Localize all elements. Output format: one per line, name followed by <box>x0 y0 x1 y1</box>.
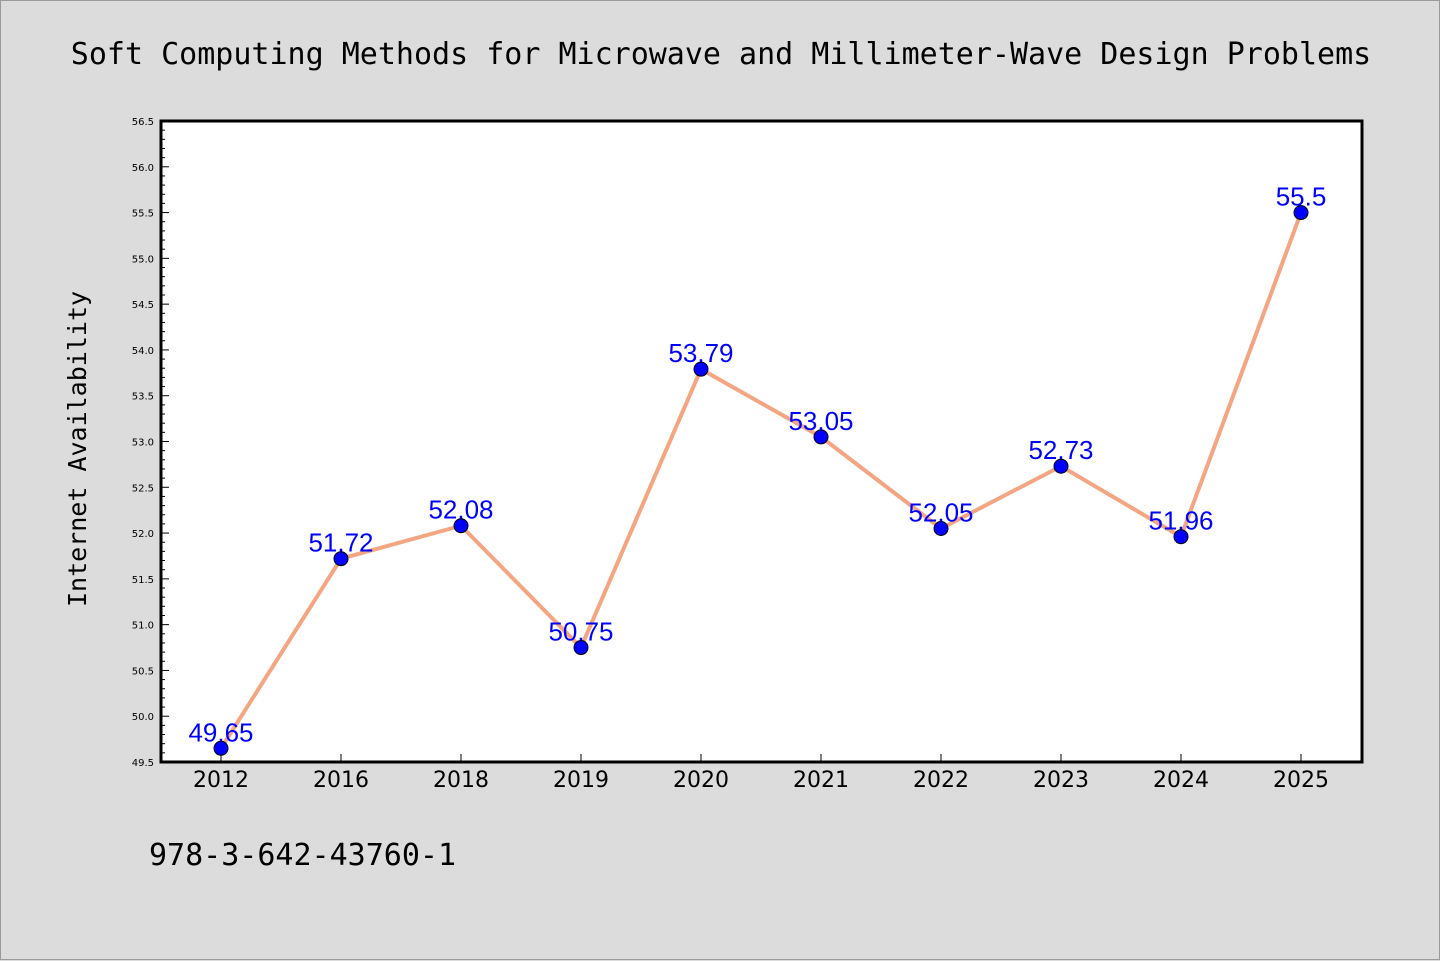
x-tick-label: 2022 <box>913 768 969 793</box>
data-point <box>813 429 829 445</box>
data-label: 49.65 <box>188 717 253 747</box>
x-axis: 2012 2016 2018 2019 2020 2021 2022 2023 2024 2025 <box>193 754 1329 793</box>
y-tick-label: 54.0 <box>132 346 154 357</box>
data-label: 55.5 <box>1276 182 1327 212</box>
y-tick-label: 56.0 <box>132 163 154 174</box>
footer-isbn: 978-3-642-43760-1 <box>149 838 456 873</box>
data-label: 53.79 <box>668 338 733 368</box>
data-point <box>693 361 709 377</box>
y-axis: 49.5 50.0 50.5 51.0 51.5 52.0 52.5 53.0 53.5 54.0… <box>132 117 169 769</box>
y-tick-label: 55.5 <box>132 209 154 220</box>
data-point <box>1173 529 1189 545</box>
data-label: 50.75 <box>548 617 613 647</box>
y-tick-label: 51.0 <box>132 621 154 632</box>
data-point <box>1053 458 1069 474</box>
data-point <box>933 520 949 536</box>
y-tick-label: 52.5 <box>132 483 154 494</box>
y-tick-label: 50.0 <box>132 712 154 723</box>
y-tick-label: 49.5 <box>132 758 154 769</box>
data-label: 53.05 <box>788 406 853 436</box>
x-tick-label: 2016 <box>313 768 369 793</box>
y-axis-label: Internet Availability <box>63 291 92 607</box>
x-tick-label: 2020 <box>673 768 729 793</box>
y-tick-label: 51.5 <box>132 575 154 586</box>
data-label: 52.73 <box>1028 435 1093 465</box>
y-tick-label: 53.5 <box>132 392 154 403</box>
y-tick-label: 50.5 <box>132 666 154 677</box>
y-tick-label: 56.5 <box>132 117 154 128</box>
y-tick-label: 54.5 <box>132 300 154 311</box>
data-label: 51.96 <box>1148 506 1213 536</box>
x-tick-label: 2025 <box>1273 768 1329 793</box>
x-tick-label: 2012 <box>193 768 249 793</box>
plot-area <box>159 119 1364 764</box>
data-point <box>213 740 229 756</box>
x-tick-label: 2024 <box>1153 768 1209 793</box>
x-tick-label: 2023 <box>1033 768 1089 793</box>
data-label: 52.08 <box>428 495 493 525</box>
series-line <box>219 210 1303 751</box>
data-point <box>333 551 349 567</box>
x-tick-label: 2019 <box>553 768 609 793</box>
data-point <box>573 640 589 656</box>
series-group <box>213 205 1309 756</box>
chart-title: Soft Computing Methods for Microwave and… <box>71 37 1371 72</box>
data-point <box>453 518 469 534</box>
y-tick-label: 55.0 <box>132 254 154 265</box>
y-tick-label: 52.0 <box>132 529 154 540</box>
data-labels: 49.65 51.72 52.08 50.75 53.79 53.05 52.05 52.73… <box>188 182 1326 748</box>
data-label: 51.72 <box>308 528 373 558</box>
y-tick-label: 53.0 <box>132 438 154 449</box>
data-point <box>1293 205 1309 221</box>
data-label: 52.05 <box>908 497 973 527</box>
x-tick-label: 2021 <box>793 768 849 793</box>
x-tick-label: 2018 <box>433 768 489 793</box>
